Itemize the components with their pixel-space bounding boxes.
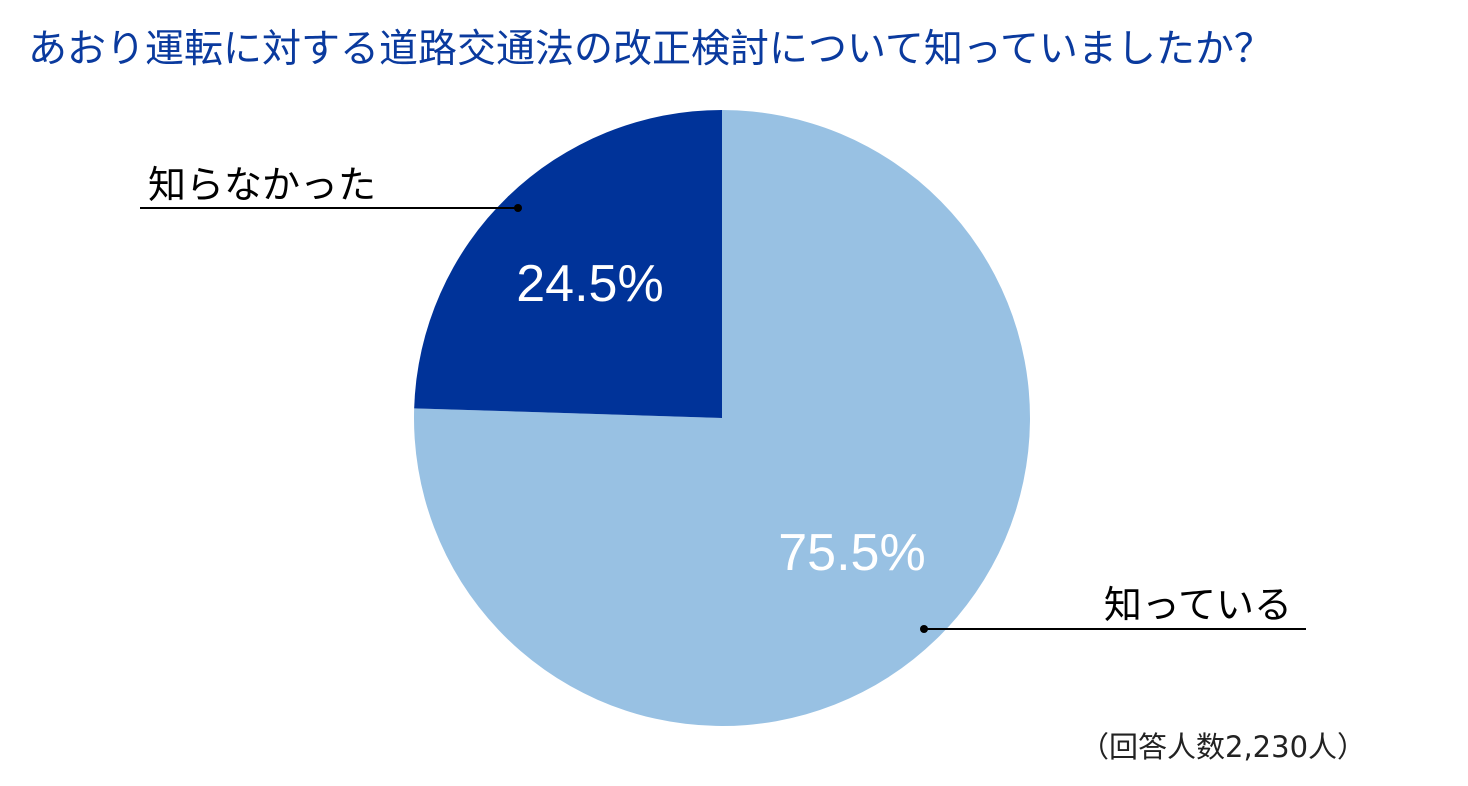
slice-category-label: 知らなかった <box>148 163 376 207</box>
slice-percent-label: 24.5% <box>516 255 663 313</box>
respondent-count-note: （回答人数2,230人） <box>1080 730 1367 764</box>
leader-dot <box>920 625 928 633</box>
pie-slice-not-know <box>414 110 722 418</box>
leader-dot <box>514 204 522 212</box>
chart-title: あおり運転に対する道路交通法の改正検討について知っていましたか？ <box>28 27 1273 72</box>
slice-category-label: 知っている <box>1104 583 1292 627</box>
slice-percent-label: 75.5% <box>778 524 925 582</box>
pie-slice-know <box>413 110 1030 727</box>
